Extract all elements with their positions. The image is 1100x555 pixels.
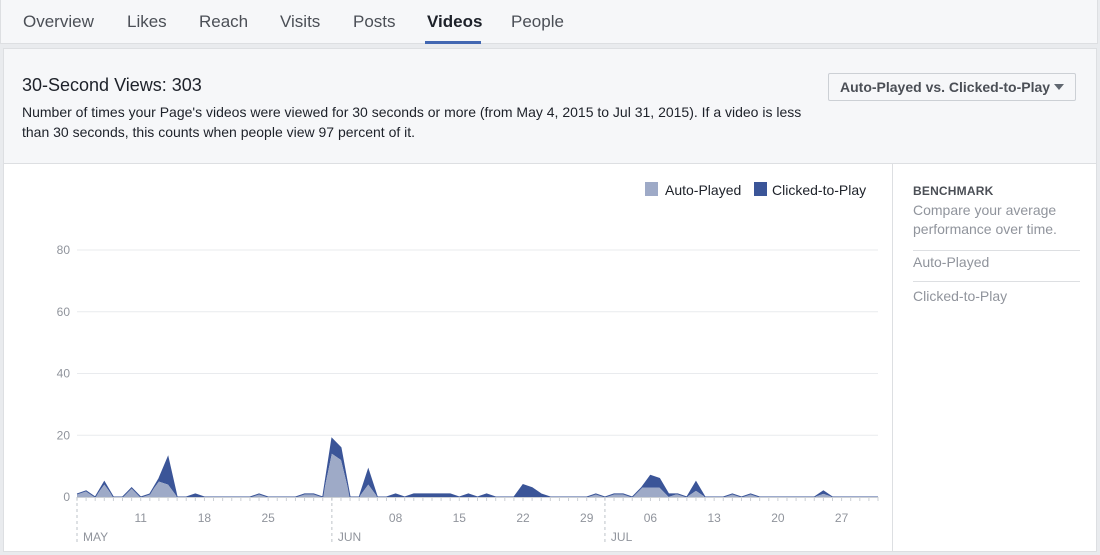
tab-people[interactable]: People xyxy=(511,12,564,31)
benchmark-title: BENCHMARK xyxy=(913,184,994,198)
x-tick-label: 11 xyxy=(134,511,147,525)
tab-videos[interactable]: Videos xyxy=(427,12,483,31)
active-tab-indicator xyxy=(425,41,481,44)
tab-overview[interactable]: Overview xyxy=(23,12,94,31)
benchmark-clicked-to-play[interactable]: Clicked-to-Play xyxy=(913,288,1008,304)
x-tick-label: 08 xyxy=(389,511,403,525)
benchmark-sidebar: BENCHMARK Compare your average performan… xyxy=(894,164,1096,552)
x-tick-label: 29 xyxy=(580,511,594,525)
views-chart: 0 20 40 60 80 11 18 25 08 15 22 29 06 13 20 27 MAY JUN JUL xyxy=(4,164,893,552)
y-tick-label: 20 xyxy=(57,428,71,442)
legend-label-auto-played: Auto-Played xyxy=(665,182,742,198)
tab-bar: Overview Likes Reach Visits Posts Videos… xyxy=(0,0,1098,44)
tab-likes[interactable]: Likes xyxy=(127,12,167,31)
legend-swatch-auto-played xyxy=(645,182,658,196)
videos-panel: 30-Second Views: 303 Number of times you… xyxy=(3,48,1097,552)
x-tick-label: 13 xyxy=(707,511,721,525)
legend-swatch-clicked-to-play xyxy=(754,182,767,196)
x-tick-label: 20 xyxy=(771,511,785,525)
page-title: 30-Second Views: 303 xyxy=(22,75,202,95)
x-tick-label: 06 xyxy=(644,511,658,525)
tab-posts[interactable]: Posts xyxy=(353,12,396,31)
x-tick-label: 27 xyxy=(835,511,849,525)
legend-label-clicked-to-play: Clicked-to-Play xyxy=(772,182,867,198)
month-label: JUN xyxy=(338,530,361,544)
x-tick-label: 25 xyxy=(261,511,275,525)
tab-reach[interactable]: Reach xyxy=(199,12,249,31)
month-label: MAY xyxy=(83,530,108,544)
panel-header: 30-Second Views: 303 Number of times you… xyxy=(4,49,1096,164)
month-label: JUL xyxy=(611,530,633,544)
divider xyxy=(913,281,1080,282)
x-tick-label: 15 xyxy=(453,511,467,525)
y-tick-label: 80 xyxy=(57,243,71,257)
caret-down-icon xyxy=(1054,84,1064,90)
metric-description: Number of times your Page's videos were … xyxy=(22,104,802,140)
view-type-dropdown[interactable]: Auto-Played vs. Clicked-to-Play xyxy=(828,73,1076,101)
series-area-clicked-to-play xyxy=(77,438,878,497)
series-line-clicked-to-play xyxy=(76,437,878,498)
dropdown-label: Auto-Played vs. Clicked-to-Play xyxy=(840,79,1051,95)
benchmark-description: Compare your average performance over ti… xyxy=(913,202,1057,237)
area-chart: 0 20 40 60 80 11 18 25 08 15 22 29 06 13 20 27 MAY JUN JUL xyxy=(57,243,879,544)
y-tick-label: 0 xyxy=(63,490,70,504)
tab-visits[interactable]: Visits xyxy=(280,12,321,31)
series-area-auto-played xyxy=(77,453,878,497)
x-tick-label: 22 xyxy=(516,511,530,525)
divider xyxy=(913,250,1080,251)
benchmark-auto-played[interactable]: Auto-Played xyxy=(913,254,990,270)
y-tick-label: 60 xyxy=(57,305,71,319)
y-tick-label: 40 xyxy=(57,367,71,381)
x-tick-label: 18 xyxy=(198,511,212,525)
